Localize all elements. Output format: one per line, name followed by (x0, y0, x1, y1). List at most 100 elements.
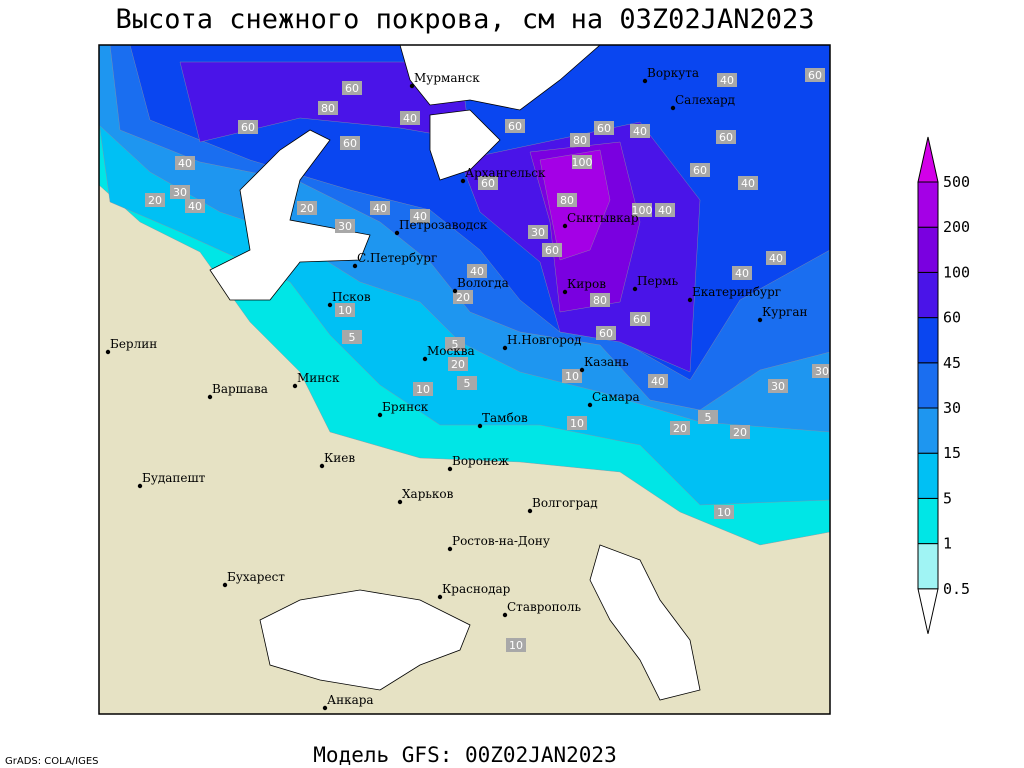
city-label: Тамбов (482, 411, 528, 425)
contour-label: 40 (651, 375, 665, 388)
credit: GrADS: COLA/IGES (5, 756, 99, 767)
city-label: Харьков (402, 487, 454, 501)
contour-label: 80 (593, 294, 607, 307)
contour-label-box (400, 111, 420, 125)
contour-label-box (738, 176, 758, 190)
contour-label-box (766, 251, 786, 265)
city-label: Берлин (110, 337, 157, 351)
contour-label: 10 (570, 417, 584, 430)
colorbar-label: 5 (943, 489, 952, 507)
contour-label-box (335, 303, 355, 317)
contour-label-box (730, 425, 750, 439)
city-label: Будапешт (142, 471, 206, 485)
city-label: Казань (584, 355, 629, 369)
contour-label-box (698, 410, 718, 424)
contour-label-box (238, 120, 258, 134)
colorbar-label: 1 (943, 535, 952, 553)
city-dot (352, 263, 358, 269)
city-dot (562, 289, 568, 295)
contour-label-box (590, 293, 610, 307)
sea (259, 589, 471, 691)
city-dot (527, 508, 533, 514)
contour-label: 10 (565, 370, 579, 383)
city-label: Бухарест (227, 570, 285, 584)
contour-label-box (506, 638, 526, 652)
colorbar-label: 15 (943, 444, 961, 462)
city-label: Псков (332, 290, 371, 304)
contour-label: 100 (572, 156, 593, 169)
contour-label: 40 (769, 252, 783, 265)
city-label: Киев (324, 451, 355, 465)
contour-label: 30 (815, 365, 829, 378)
contour-label-box (528, 225, 548, 239)
city-dot (319, 463, 325, 469)
city-label: Пермь (637, 274, 679, 288)
city-dot (632, 286, 638, 292)
sea (399, 45, 601, 111)
contour-label-box (594, 121, 614, 135)
contour-label-box (572, 155, 592, 169)
city-dot (579, 367, 585, 373)
contour-label-box (630, 312, 650, 326)
city-label: Екатеринбург (692, 285, 781, 299)
contour-label: 40 (188, 200, 202, 213)
contour-label-box (478, 176, 498, 190)
city-dot (642, 78, 648, 84)
sea (589, 544, 701, 701)
contour-label: 20 (456, 291, 470, 304)
contour-label-box (410, 209, 430, 223)
city-dot (452, 288, 458, 294)
title: Высота снежного покрова, см на 03Z02JAN2… (116, 4, 815, 35)
city-dot (207, 394, 213, 400)
colorbar-label: 45 (943, 354, 961, 372)
colorbar-cap (917, 136, 939, 183)
contour-label-box (170, 185, 190, 199)
contour-label: 80 (573, 134, 587, 147)
contour-label-box (457, 376, 477, 390)
city-label: Киров (567, 277, 606, 291)
contour-label: 40 (403, 112, 417, 125)
city-label: Курган (762, 305, 807, 319)
contour-label-box (557, 193, 577, 207)
contour-label-box (812, 364, 830, 378)
contour-label: 20 (300, 202, 314, 215)
contour-label-box (505, 119, 525, 133)
colorbar-label: 100 (943, 263, 970, 281)
city-label: Самара (592, 390, 640, 404)
city-label: Воронеж (452, 454, 509, 468)
city-label: Волгоград (532, 496, 598, 510)
contour-label-box (340, 136, 360, 150)
contour-label: 60 (343, 137, 357, 150)
city-label: Минск (297, 371, 340, 385)
city-dot (447, 546, 453, 552)
contour-label-box (175, 156, 195, 170)
colorbar-segment (917, 362, 939, 409)
contour-label: 60 (599, 327, 613, 340)
city-label: Брянск (382, 400, 429, 414)
contour-label-box (562, 369, 582, 383)
contour-label: 20 (733, 426, 747, 439)
contour-label: 5 (705, 411, 712, 424)
colorbar-label: 500 (943, 173, 970, 191)
contour-label-box (670, 421, 690, 435)
contour-label: 60 (693, 164, 707, 177)
sea (429, 109, 501, 181)
colorbar-segment (917, 543, 939, 590)
city-dot (460, 178, 466, 184)
city-dot (377, 412, 383, 418)
contour-label-box (370, 201, 390, 215)
colorbar-segment (917, 271, 939, 319)
city-label: Анкара (327, 693, 374, 707)
colorbar-segment (917, 226, 939, 273)
city-dot (397, 499, 403, 505)
colorbar-label: 200 (943, 218, 970, 236)
city-label: Москва (427, 344, 475, 358)
contour-label: 20 (451, 358, 465, 371)
contour-label: 40 (470, 265, 484, 278)
city-dot (137, 483, 143, 489)
city-label: Вологда (457, 276, 509, 290)
contour-label: 30 (531, 226, 545, 239)
contour-label-box (805, 68, 825, 82)
contour-label-box (632, 203, 652, 217)
city-dot (687, 297, 693, 303)
